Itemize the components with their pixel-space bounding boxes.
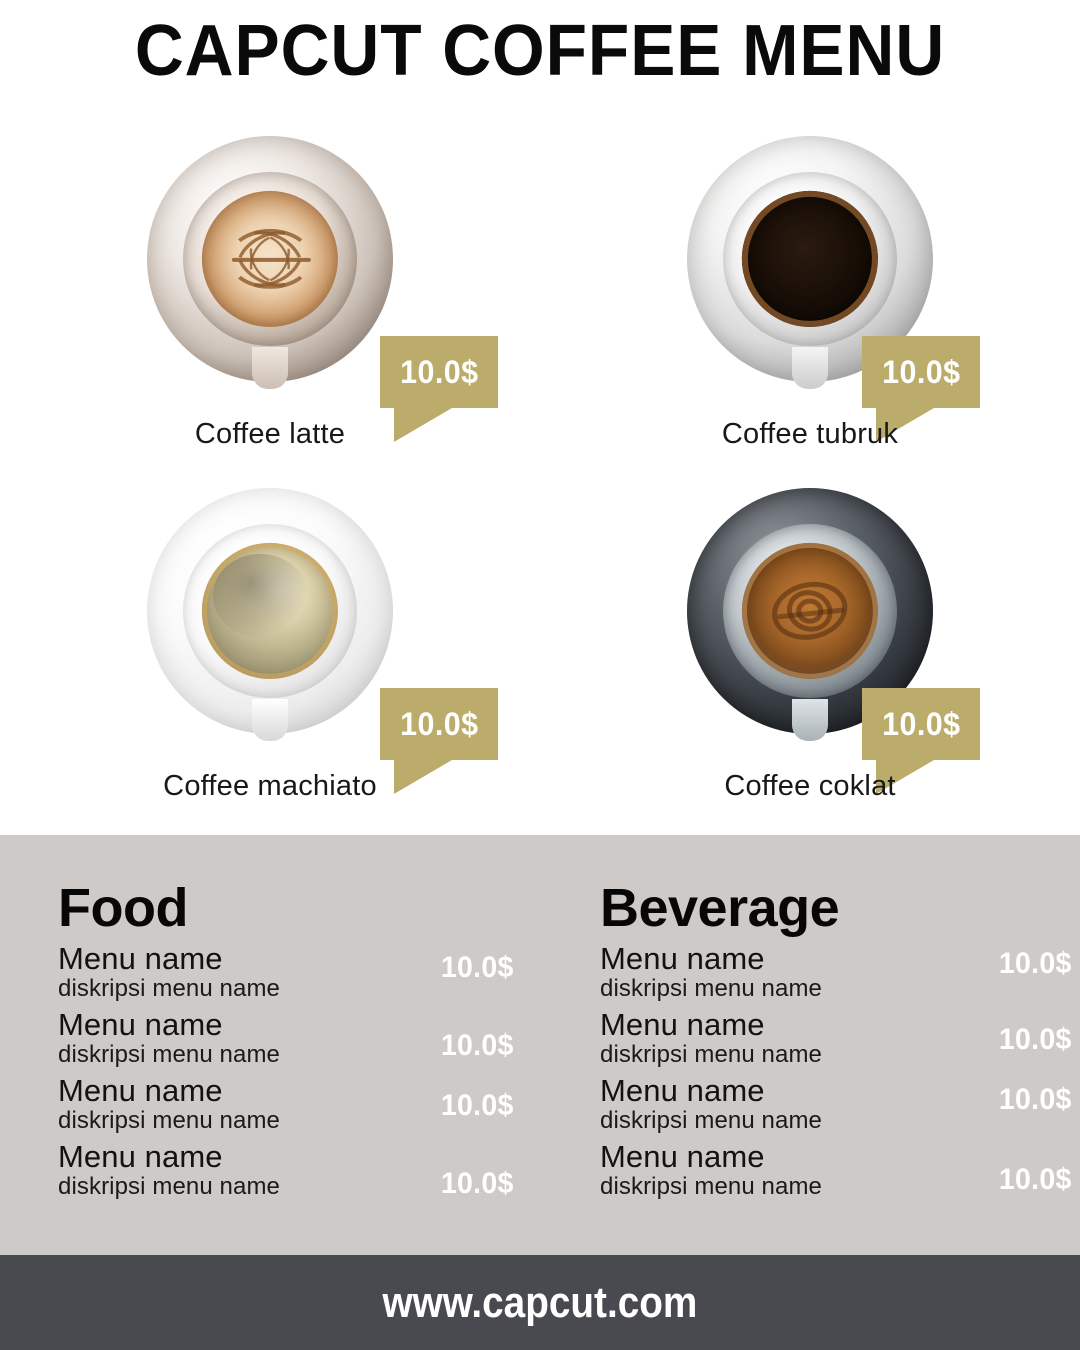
coffee-cup-latte-icon (147, 136, 393, 389)
menu-item-description: diskripsi menu name (600, 1172, 822, 1200)
menu-item-description: diskripsi menu name (58, 1172, 280, 1200)
menu-list-item[interactable]: Menu name diskripsi menu name 10.0$ (58, 1007, 538, 1075)
menu-item-name: Menu name (58, 941, 223, 976)
menu-item-name: Menu name (600, 1139, 765, 1174)
beverage-heading: Beverage (600, 878, 840, 938)
food-heading: Food (58, 878, 188, 938)
latte-art-rosetta-icon (202, 191, 338, 327)
coffee-name-label: Coffee machiato (163, 770, 377, 802)
badge-tail-shape (394, 408, 452, 442)
menu-list-item[interactable]: Menu name diskripsi menu name 10.0$ (600, 1073, 1080, 1141)
coffee-name-label: Coffee latte (194, 418, 346, 450)
cup-shape (182, 171, 358, 347)
price-badge: 10.0$ (862, 336, 980, 442)
menu-list-item[interactable]: Menu name diskripsi menu name 10.0$ (58, 941, 538, 1009)
beverage-column: Beverage Menu name diskripsi menu name 1… (600, 881, 1080, 1207)
menu-item-price: 10.0$ (441, 951, 515, 984)
coffee-card-machiato[interactable]: 10.0$ Coffee machiato (0, 482, 540, 834)
cup-shape (722, 171, 898, 347)
menu-item-description: diskripsi menu name (58, 1040, 280, 1068)
cup-handle-shape (252, 347, 288, 389)
menu-item-price: 10.0$ (999, 1023, 1073, 1056)
coffee-cup-chocolate-icon (687, 488, 933, 741)
cup-shape (722, 523, 898, 699)
menu-item-description: diskripsi menu name (600, 1106, 822, 1134)
menu-item-price: 10.0$ (441, 1089, 515, 1122)
coffee-card-tubruk[interactable]: 10.0$ Coffee tubruk (540, 130, 1080, 482)
badge-tail-shape (876, 760, 934, 794)
price-amount: 10.0$ (881, 354, 961, 390)
menu-item-description: diskripsi menu name (600, 1040, 822, 1068)
coffee-surface (201, 190, 339, 328)
coffee-card-latte[interactable]: 10.0$ Coffee latte (0, 130, 540, 482)
coffee-surface (741, 542, 879, 680)
menu-item-name: Menu name (600, 1007, 765, 1042)
menu-item-name: Menu name (58, 1007, 223, 1042)
menu-item-price: 10.0$ (999, 1163, 1073, 1196)
menu-item-price: 10.0$ (999, 1083, 1073, 1116)
coffee-surface (201, 542, 339, 680)
price-amount: 10.0$ (399, 706, 479, 742)
menu-item-price: 10.0$ (441, 1029, 515, 1062)
price-badge: 10.0$ (380, 336, 498, 442)
coffee-name-label: Coffee coklat (724, 770, 896, 802)
menu-list-item[interactable]: Menu name diskripsi menu name 10.0$ (600, 1139, 1080, 1207)
badge-tail-shape (876, 408, 934, 442)
menu-list-item[interactable]: Menu name diskripsi menu name 10.0$ (58, 1073, 538, 1141)
price-badge: 10.0$ (380, 688, 498, 794)
coffee-cup-machiato-icon (147, 488, 393, 741)
coffee-showcase-grid: 10.0$ Coffee latte 10.0$ Coffee tubruk (0, 130, 1080, 835)
cup-shape (182, 523, 358, 699)
price-amount: 10.0$ (399, 354, 479, 390)
menu-item-name: Menu name (600, 941, 765, 976)
menu-item-name: Menu name (58, 1139, 223, 1174)
menu-item-description: diskripsi menu name (58, 1106, 280, 1134)
website-url[interactable]: www.capcut.com (382, 1277, 698, 1327)
menu-item-name: Menu name (58, 1073, 223, 1108)
price-amount: 10.0$ (881, 706, 961, 742)
page-title: CAPCUT COFFEE MENU (134, 11, 946, 91)
coffee-card-coklat[interactable]: 10.0$ Coffee coklat (540, 482, 1080, 834)
price-badge: 10.0$ (862, 688, 980, 794)
cup-handle-shape (792, 699, 828, 741)
cocoa-art-swirl-icon (742, 543, 878, 679)
cup-handle-shape (792, 347, 828, 389)
menu-item-description: diskripsi menu name (600, 974, 822, 1002)
menu-item-price: 10.0$ (441, 1167, 515, 1200)
coffee-surface (741, 190, 879, 328)
cup-handle-shape (252, 699, 288, 741)
menu-item-description: diskripsi menu name (58, 974, 280, 1002)
menu-list-item[interactable]: Menu name diskripsi menu name 10.0$ (58, 1139, 538, 1207)
badge-tail-shape (394, 760, 452, 794)
footer-bar: www.capcut.com (0, 1255, 1080, 1350)
menu-list-panel: Food Menu name diskripsi menu name 10.0$… (0, 835, 1080, 1255)
menu-item-name: Menu name (600, 1073, 765, 1108)
menu-item-price: 10.0$ (999, 947, 1073, 980)
food-column: Food Menu name diskripsi menu name 10.0$… (58, 881, 538, 1207)
menu-list-item[interactable]: Menu name diskripsi menu name 10.0$ (600, 1007, 1080, 1075)
coffee-name-label: Coffee tubruk (721, 418, 899, 450)
menu-list-item[interactable]: Menu name diskripsi menu name 10.0$ (600, 941, 1080, 1009)
